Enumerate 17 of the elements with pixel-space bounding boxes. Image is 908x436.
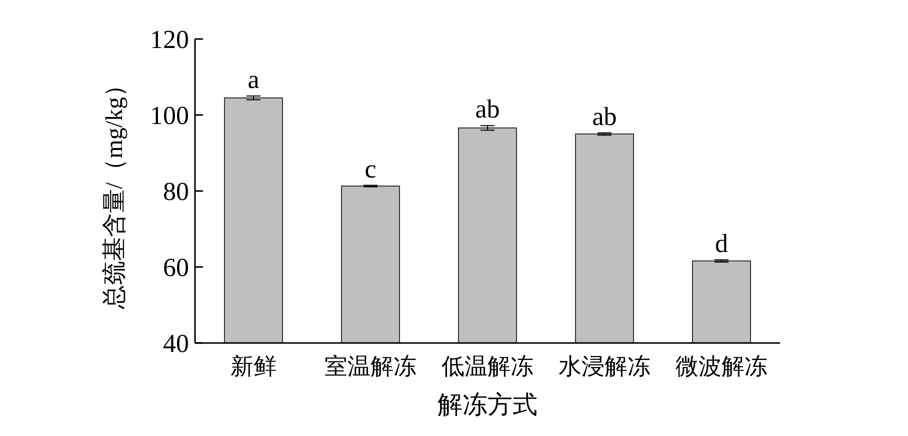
y-tick-label: 80	[163, 177, 189, 206]
x-tick-label: 新鲜	[230, 354, 276, 379]
x-axis-title: 解冻方式	[438, 391, 538, 419]
y-axis-title: 总巯基含量/（mg/kg）	[101, 72, 128, 310]
y-tick-label: 100	[150, 101, 189, 130]
annotation: ab	[475, 94, 500, 124]
x-tick-label: 水浸解冻	[558, 354, 650, 379]
x-tick-label: 低温解冻	[442, 354, 534, 379]
annotation: ab	[592, 102, 617, 131]
x-tick-label: 微波解冻	[676, 354, 768, 379]
y-tick-label: 40	[163, 329, 189, 358]
annotation: a	[248, 65, 260, 94]
y-tick-label: 120	[150, 25, 189, 54]
annotation: c	[364, 154, 376, 184]
annotation: d	[715, 228, 728, 258]
x-tick-label: 室温解冻	[324, 354, 416, 379]
y-tick-label: 60	[163, 253, 189, 282]
